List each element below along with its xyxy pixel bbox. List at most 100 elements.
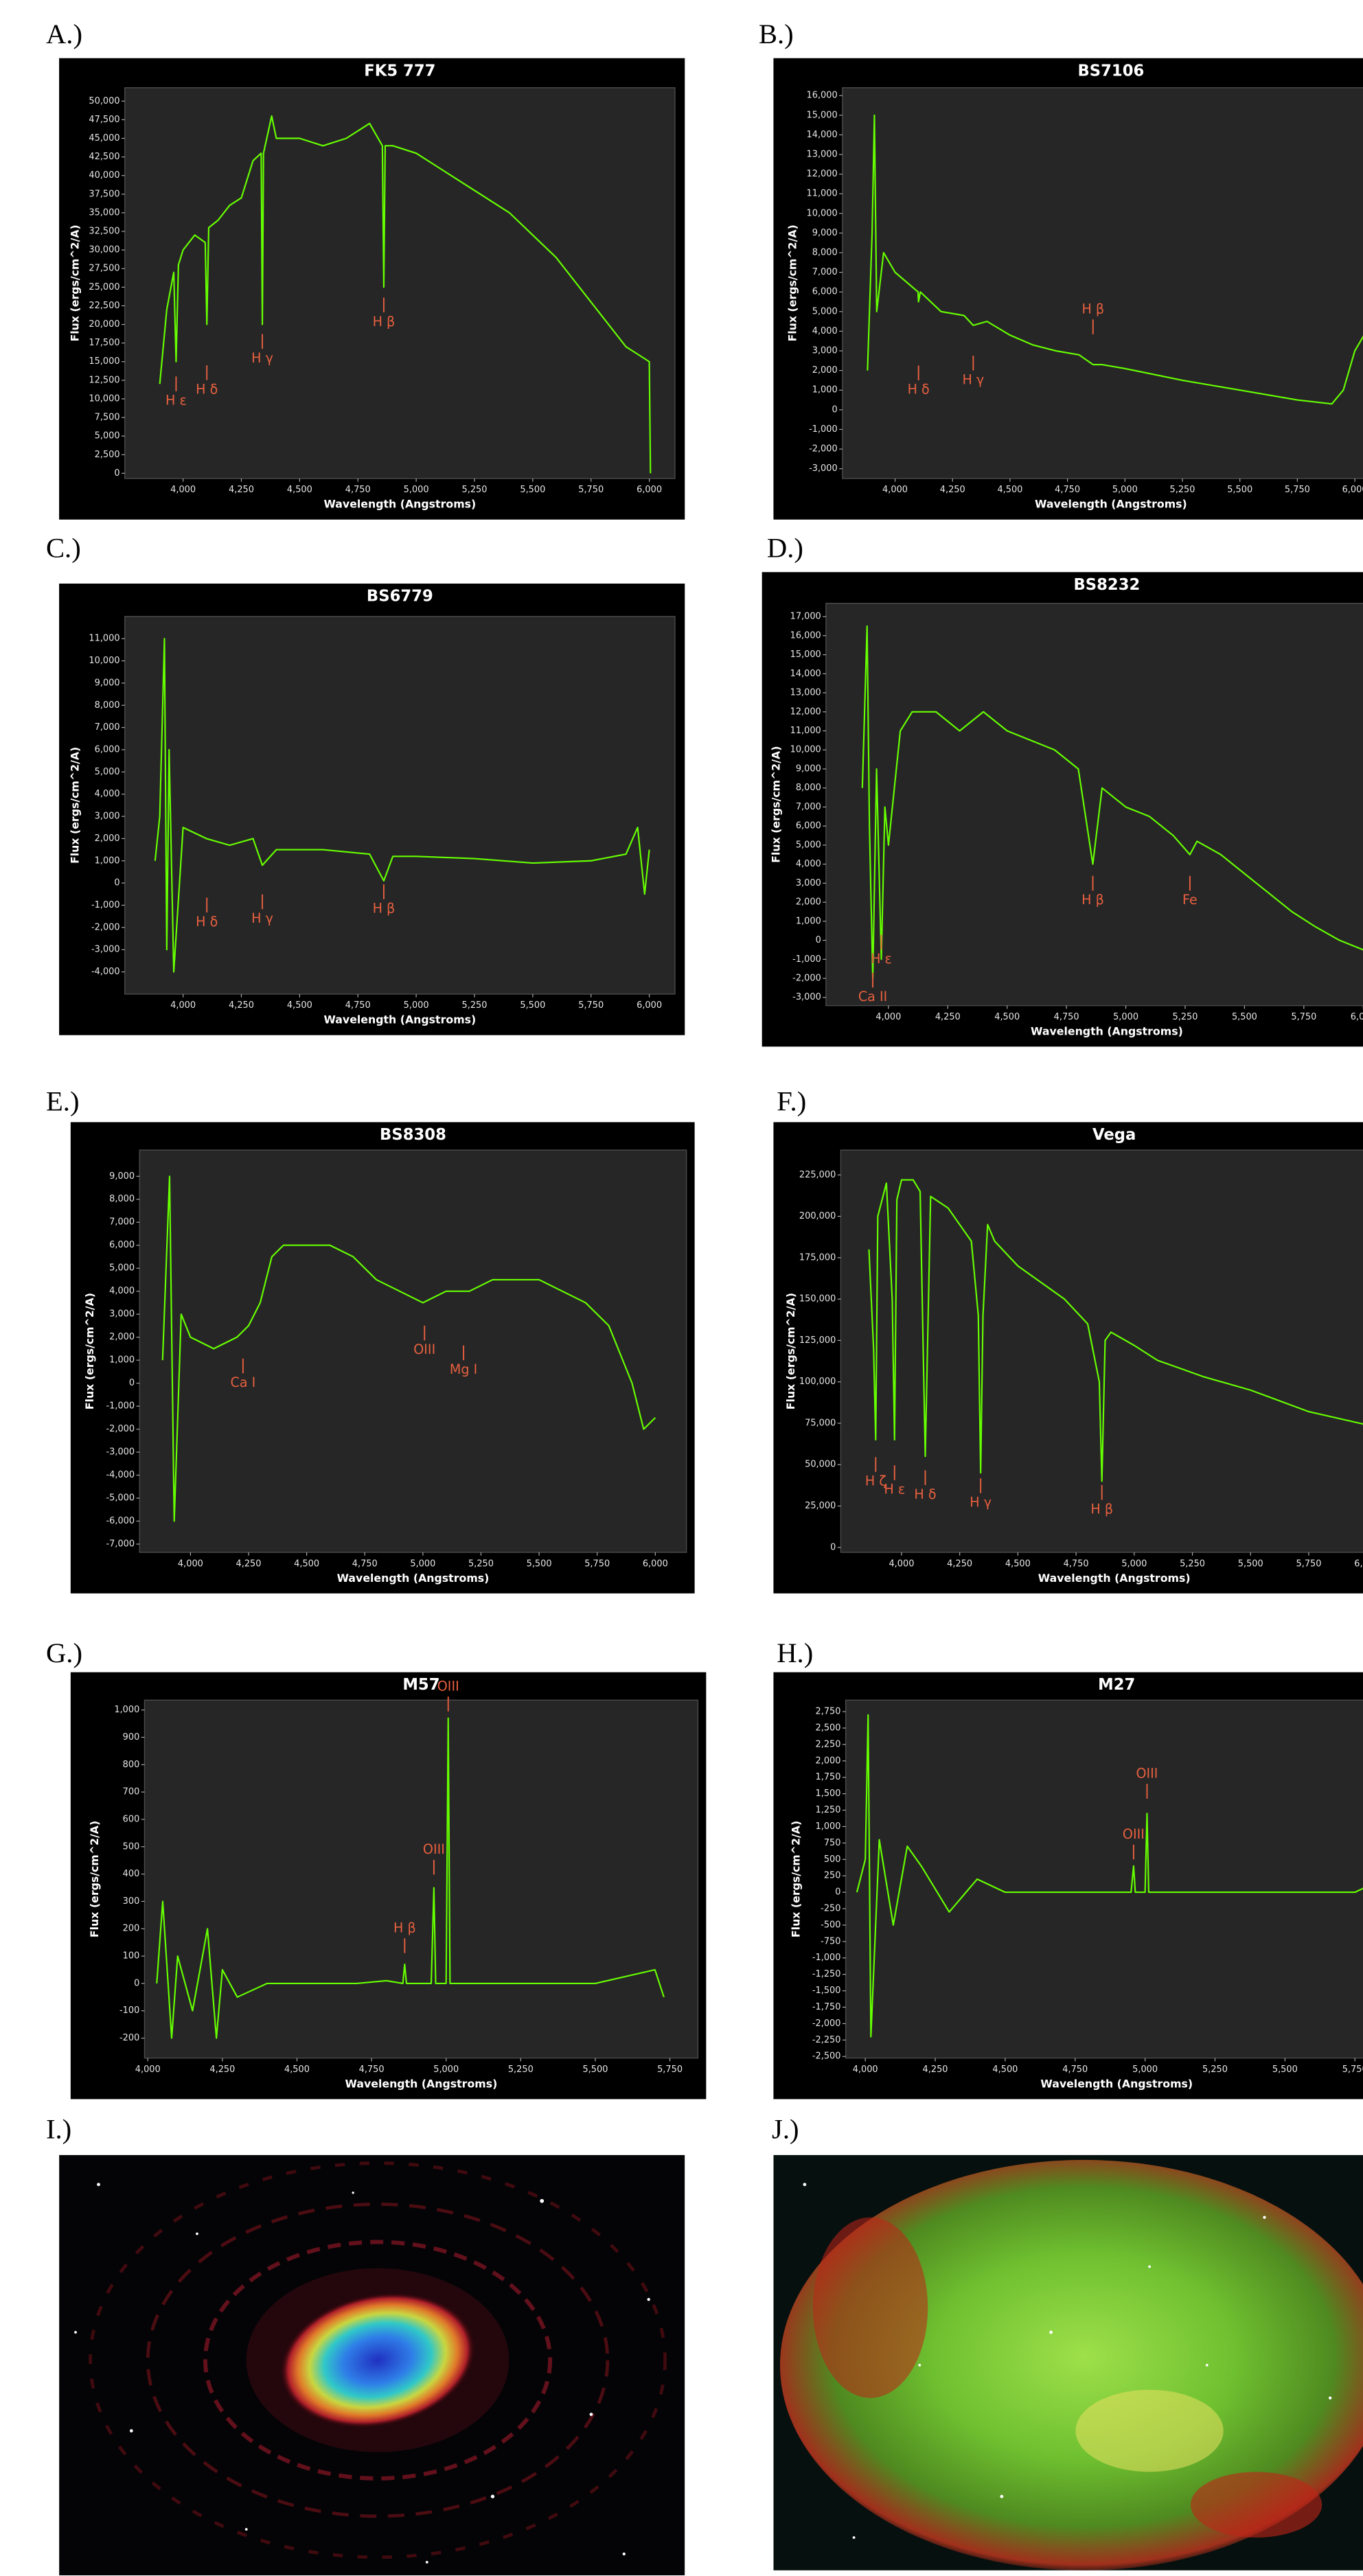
x-tick-label: 6,000 [1354, 1559, 1363, 1569]
y-tick-label: 300 [123, 1896, 140, 1907]
y-tick-label: 3,000 [796, 878, 821, 888]
spectrum-line [159, 115, 652, 474]
y-tick-label: 100 [123, 1951, 140, 1962]
y-tick-label: 0 [832, 404, 837, 415]
y-tick-label: 600 [123, 1814, 140, 1824]
annotation-label: OIII [437, 1678, 459, 1694]
y-tick-label: 15,000 [807, 110, 838, 120]
y-tick-label: 7,000 [796, 802, 821, 812]
annotation-label: H ε [871, 951, 892, 967]
y-tick-label: 12,500 [89, 375, 119, 385]
x-tick-label: 4,500 [997, 485, 1022, 495]
y-tick-label: 500 [123, 1841, 140, 1852]
y-tick-label: -1,000 [812, 1953, 841, 1963]
annotation-label: H β [1081, 892, 1104, 908]
y-tick-label: -2,000 [809, 444, 838, 455]
y-tick-label: 0 [114, 468, 119, 479]
y-tick-label: 9,000 [812, 228, 838, 238]
chart-panel: D.) BS8232 4,000 4,250 4,500 4,750 5,000 5,250 5… [761, 533, 1363, 1047]
y-tick-label: 175,000 [799, 1252, 836, 1263]
annotation-label: H δ [914, 1486, 936, 1502]
y-tick-label: 1,750 [816, 1772, 841, 1782]
halo [203, 2240, 553, 2481]
y-tick-label: 400 [123, 1869, 140, 1879]
annotation-label: H δ [908, 382, 930, 398]
y-tick-label: 11,000 [807, 189, 838, 199]
x-tick-label: 5,750 [657, 2065, 683, 2075]
y-tick-label: 7,000 [812, 267, 838, 277]
y-tick-label: 17,000 [790, 612, 821, 622]
y-tick-label: 15,000 [790, 649, 821, 660]
y-tick-label: 25,000 [89, 282, 119, 292]
chart-title: BS7106 [1077, 62, 1144, 80]
x-tick-label: 6,000 [1342, 485, 1363, 495]
y-tick-label: 47,500 [89, 115, 119, 125]
chart-panel: H.) M27 4,000 4,250 4,500 4,750 5,000 5,250 5,50… [773, 1637, 1363, 2100]
chart-panel: G.) M57 4,000 4,250 4,500 4,750 5,000 5,250 5,50… [46, 1637, 707, 2100]
panel-label: I.) [46, 2114, 71, 2145]
chart-title: BS8308 [380, 1126, 446, 1144]
y-tick-label: 0 [830, 1542, 836, 1552]
y-tick-label: 4,000 [109, 1286, 135, 1296]
stars [803, 2183, 1332, 2539]
y-tick-label: 40,000 [89, 170, 119, 181]
x-tick-label: 5,750 [578, 1000, 604, 1011]
annotation-label: H γ [251, 910, 273, 926]
y-tick-label: 225,000 [799, 1170, 836, 1180]
spectrum-line [156, 1717, 665, 2039]
y-tick-label: 9,000 [95, 678, 120, 688]
y-tick-label: 500 [824, 1854, 841, 1865]
y-tick-label: 2,750 [816, 1707, 841, 1717]
panel-label: H.) [777, 1637, 813, 1668]
y-tick-label: 1,000 [114, 1705, 139, 1715]
x-tick-label: 5,250 [1170, 485, 1195, 495]
y-tick-label: 27,500 [89, 264, 119, 274]
y-tick-label: -6,000 [106, 1516, 135, 1526]
x-tick-label: 4,750 [345, 485, 371, 495]
y-tick-label: 2,500 [95, 450, 120, 460]
annotation-label: H ζ [865, 1473, 886, 1489]
y-tick-label: -5,000 [106, 1493, 135, 1504]
x-tick-label: 6,000 [643, 1559, 668, 1569]
x-tick-label: 5,000 [410, 1559, 435, 1569]
x-axis-label: Wavelength (Angstroms) [345, 2077, 498, 2090]
y-tick-label: 45,000 [89, 133, 119, 143]
x-tick-label: 5,250 [462, 485, 488, 495]
y-tick-label: 22,500 [89, 301, 119, 311]
annotation-label: H γ [970, 1495, 992, 1510]
y-tick-label: -1,000 [106, 1401, 135, 1412]
y-axis-label: Flux (ergs/cm^2/A) [770, 746, 783, 863]
y-tick-label: -4,000 [106, 1470, 135, 1480]
y-tick-label: 13,000 [807, 150, 838, 160]
ring-nebula-image [59, 2154, 685, 2575]
x-tick-label: 4,250 [229, 485, 254, 495]
x-axis-label: Wavelength (Angstroms) [1035, 498, 1187, 511]
x-tick-label: 4,500 [994, 1012, 1020, 1022]
chart-panel: A.) FK5 777 4,000 4,250 4,500 4,750 5,000 5,250… [46, 19, 685, 520]
x-tick-label: 5,250 [462, 1000, 488, 1011]
x-tick-label: 4,750 [1055, 485, 1080, 495]
nebula-lobe [1190, 2472, 1322, 2538]
x-tick-label: 4,500 [287, 485, 312, 495]
y-tick-label: 1,000 [95, 855, 120, 866]
x-tick-label: 6,000 [1351, 1012, 1363, 1022]
annotation-label: H ε [884, 1482, 905, 1497]
panel-label: J.) [772, 2114, 799, 2145]
y-tick-label: 30,000 [89, 245, 119, 255]
x-tick-label: 5,250 [508, 2065, 534, 2075]
x-tick-label: 4,000 [875, 1012, 901, 1022]
dumbbell-nebula-image [773, 2154, 1363, 2571]
chart-panel: F.) Vega 4,000 4,250 4,500 4,750 5,000 5,250 5,5… [773, 1085, 1363, 1594]
y-tick-label: -1,000 [809, 424, 838, 435]
x-tick-label: 4,000 [882, 485, 908, 495]
y-tick-label: 0 [835, 1887, 840, 1898]
y-tick-label: -1,500 [812, 1986, 841, 1996]
x-tick-label: 5,250 [1173, 1012, 1198, 1022]
y-tick-label: 5,000 [109, 1263, 135, 1274]
y-tick-label: -500 [821, 1920, 840, 1930]
y-tick-label: 6,000 [95, 744, 120, 755]
annotation-label: H β [1090, 1501, 1113, 1517]
y-tick-label: 3,000 [109, 1309, 135, 1320]
